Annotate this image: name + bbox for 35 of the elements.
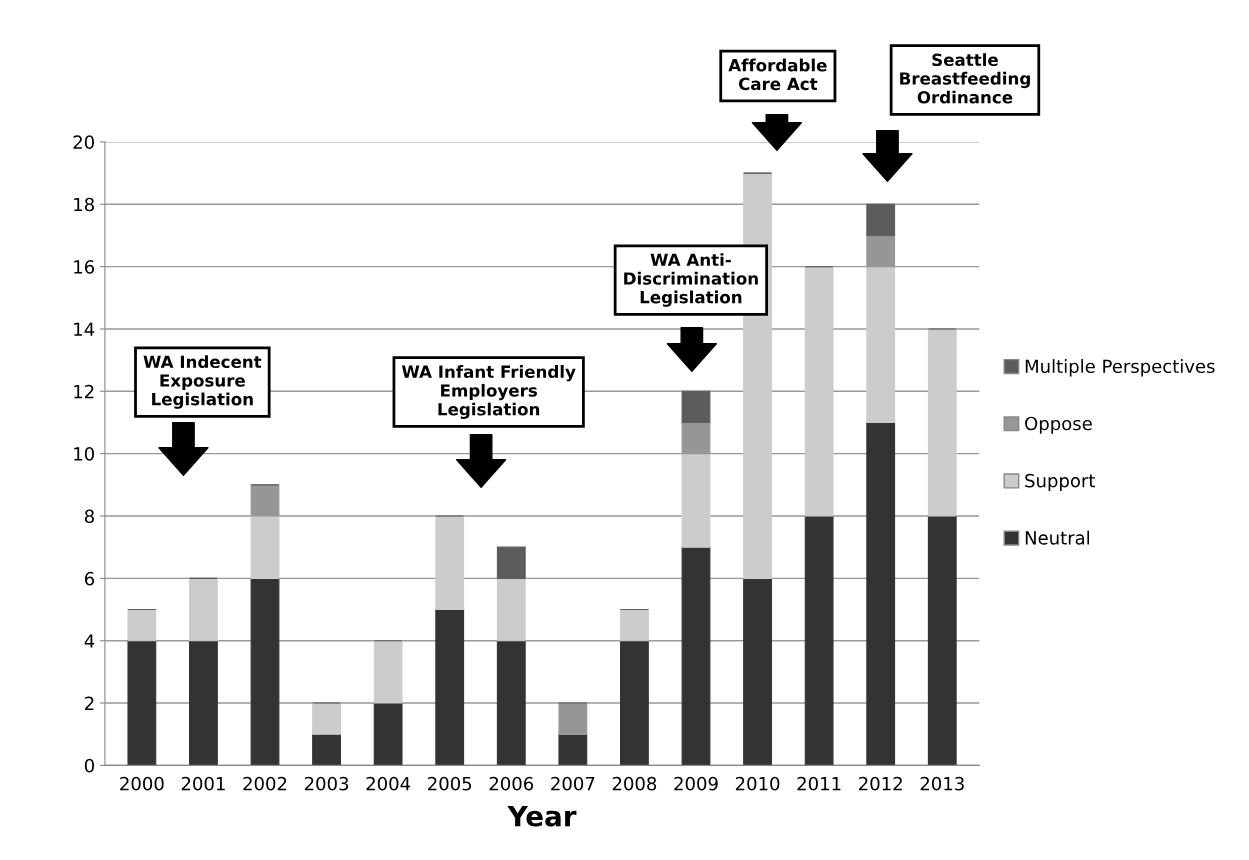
text: Affordable Care Act [728,58,827,91]
x-tick-label: 2009 [674,776,718,791]
y-tick-label: 0 [84,758,94,773]
x-tick-label: 2012 [859,776,902,791]
y-tick-label: 8 [84,509,94,524]
x-tick-label: 2001 [181,776,225,791]
annotation: WA Indecent Exposure Legislation [143,355,262,409]
annotation: WA Anti- Discrimination Legislation [624,253,758,307]
x-tick-label: 2000 [120,776,164,791]
text: Seattle Breastfeeding Ordinance [900,53,1030,104]
annotation: WA Infant Friendly Employers Legislation [401,365,576,419]
x-tick-label: 2008 [612,776,657,791]
y-tick-label: 20 [73,135,94,150]
legend-label: Neutral [1025,530,1090,545]
x-tick-label: 2006 [489,776,534,791]
y-tick-label: 18 [74,197,94,212]
x-axis-title: Year [507,805,577,827]
legend-label: Multiple Perspectives [1025,359,1215,377]
y-tick-label: 16 [74,260,95,274]
y-tick-label: 4 [84,634,95,648]
y-tick-label: 6 [84,571,95,586]
x-tick-label: 2011 [797,776,841,791]
y-tick-label: 14 [74,322,95,336]
x-tick-label: 2007 [551,776,595,791]
x-tick-label: 2010 [735,776,780,791]
legend-label: Support [1025,473,1096,491]
x-tick-label: 2013 [920,776,964,791]
x-tick-label: 2005 [428,776,472,791]
legend-label: Oppose [1025,416,1092,434]
y-tick-label: 10 [74,447,94,461]
x-tick-label: 2004 [366,776,411,791]
x-tick-label: 2003 [304,776,349,791]
y-tick-label: 2 [85,696,94,710]
y-tick-label: 12 [74,384,94,399]
x-tick-label: 2002 [243,776,287,791]
